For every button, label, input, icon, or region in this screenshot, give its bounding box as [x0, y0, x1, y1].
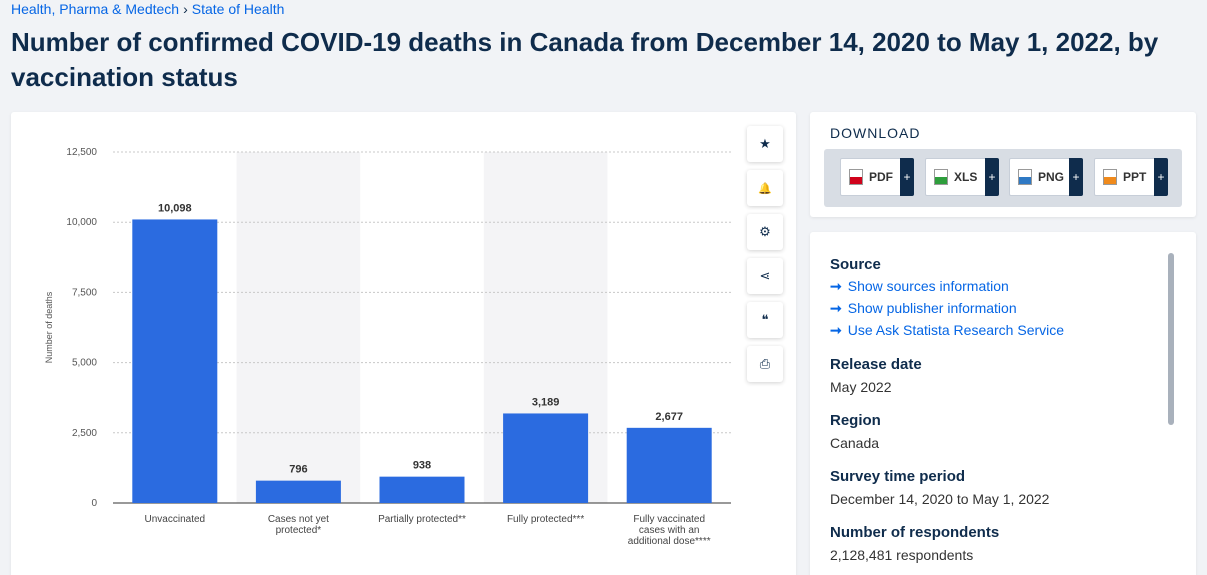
plus-icon: +: [1069, 158, 1083, 196]
download-xls-label: XLS: [954, 170, 978, 184]
gear-icon: ⚙: [759, 224, 771, 239]
breadcrumb: Health, Pharma & Medtech › State of Health: [11, 1, 284, 17]
column-shade: [236, 152, 361, 503]
data-label: 2,677: [655, 411, 683, 423]
y-tick-label: 2,500: [72, 428, 97, 439]
settings-button[interactable]: ⚙: [747, 214, 783, 250]
arrow-right-icon: ➞: [830, 322, 842, 338]
download-title: DOWNLOAD: [830, 125, 921, 141]
chart-card: 0 2,500 5,000 7,500 10,000 12,500 Number of de…: [11, 112, 796, 575]
download-xls-button[interactable]: XLS +: [925, 158, 999, 196]
x-tick-label: Unvaccinated: [145, 514, 206, 525]
x-tick-label: Partially protected**: [378, 514, 466, 525]
download-ppt-label: PPT: [1123, 170, 1147, 184]
favorite-button[interactable]: ★: [747, 126, 783, 162]
data-label: 796: [289, 464, 307, 476]
survey-period-heading: Survey time period: [830, 468, 966, 485]
png-file-icon: [1018, 169, 1032, 185]
ask-statista-label: Use Ask Statista Research Service: [847, 322, 1065, 338]
show-publisher-link[interactable]: ➞ Show publisher information: [830, 300, 1017, 317]
data-label: 3,189: [532, 396, 560, 408]
breadcrumb-link-health[interactable]: Health, Pharma & Medtech: [11, 1, 180, 17]
bar: [626, 427, 712, 503]
info-panel: Source ➞ Show sources information ➞ Show p…: [810, 232, 1196, 575]
quote-icon: ❝: [761, 312, 769, 327]
share-button[interactable]: ⋖: [747, 258, 783, 294]
ask-statista-link[interactable]: ➞ Use Ask Statista Research Service: [830, 322, 1064, 339]
download-png-label: PNG: [1038, 170, 1065, 184]
y-tick-label: 5,000: [72, 358, 97, 369]
bar: [132, 219, 218, 503]
data-label: 10,098: [158, 202, 192, 214]
bell-icon: 🔔: [758, 182, 772, 195]
download-button-group: PDF + XLS + PNG + PPT +: [824, 149, 1182, 207]
print-icon: ⎙: [759, 356, 771, 371]
x-tick-label: Cases not yet: [268, 514, 329, 525]
region-heading: Region: [830, 412, 881, 429]
source-heading: Source: [830, 256, 881, 273]
respondents-heading: Number of respondents: [830, 524, 1000, 541]
x-tick-label: protected*: [276, 525, 322, 536]
y-tick-label: 10,000: [66, 217, 97, 228]
xls-file-icon: [934, 169, 948, 185]
bar-chart: 0 2,500 5,000 7,500 10,000 12,500 Number of de…: [44, 147, 731, 547]
pdf-file-icon: [849, 169, 863, 185]
chart-toolbar: ★ 🔔 ⚙ ⋖ ❝ ⎙: [747, 126, 783, 390]
download-panel: DOWNLOAD PDF + XLS + PNG + PPT +: [810, 112, 1196, 217]
star-icon: ★: [759, 136, 771, 151]
plus-icon: +: [1154, 158, 1168, 196]
share-icon: ⋖: [759, 268, 771, 283]
respondents-value: 2,128,481 respondents: [830, 547, 974, 563]
download-ppt-button[interactable]: PPT +: [1094, 158, 1168, 196]
y-tick-label: 12,500: [66, 147, 97, 158]
notification-button[interactable]: 🔔: [747, 170, 783, 206]
data-label: 938: [413, 460, 431, 472]
x-tick-label: Fully protected***: [507, 514, 584, 525]
bar: [379, 476, 465, 503]
x-tick-label: Fully vaccinated: [633, 514, 705, 525]
arrow-right-icon: ➞: [830, 278, 842, 294]
print-button[interactable]: ⎙: [747, 346, 783, 382]
show-sources-link[interactable]: ➞ Show sources information: [830, 278, 1009, 295]
bar: [503, 413, 589, 503]
release-date-heading: Release date: [830, 356, 922, 373]
x-tick-label: cases with an: [639, 525, 700, 536]
breadcrumb-separator: ›: [183, 1, 188, 17]
scrollbar[interactable]: [1168, 253, 1174, 425]
x-tick-label: additional dose****: [628, 536, 711, 547]
breadcrumb-link-state-of-health[interactable]: State of Health: [191, 1, 285, 17]
show-publisher-label: Show publisher information: [847, 300, 1017, 316]
download-png-button[interactable]: PNG +: [1009, 158, 1083, 196]
download-pdf-button[interactable]: PDF +: [840, 158, 914, 196]
page-title: Number of confirmed COVID-19 deaths in C…: [11, 27, 1159, 92]
y-tick-label: 7,500: [72, 287, 97, 298]
survey-period-value: December 14, 2020 to May 1, 2022: [830, 491, 1050, 507]
arrow-right-icon: ➞: [830, 300, 842, 316]
bar: [255, 480, 341, 503]
plus-icon: +: [900, 158, 914, 196]
plus-icon: +: [985, 158, 999, 196]
y-axis-label: Number of deaths: [44, 291, 54, 363]
y-tick-label: 0: [91, 498, 97, 509]
release-date-value: May 2022: [830, 379, 892, 395]
ppt-file-icon: [1103, 169, 1117, 185]
region-value: Canada: [830, 435, 880, 451]
cite-button[interactable]: ❝: [747, 302, 783, 338]
show-sources-label: Show sources information: [847, 278, 1009, 294]
download-pdf-label: PDF: [869, 170, 893, 184]
